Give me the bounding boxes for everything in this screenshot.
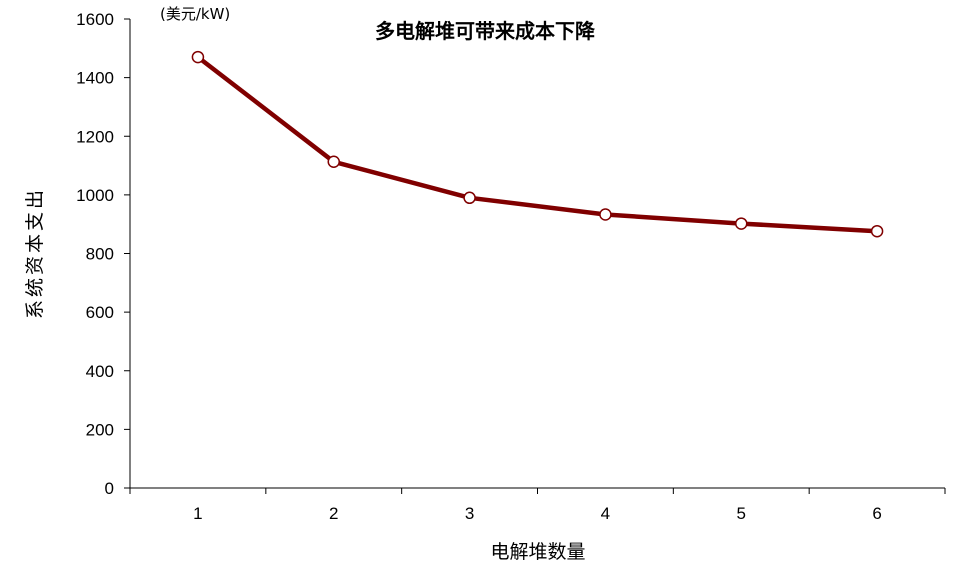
data-point — [463, 191, 476, 205]
data-point — [327, 155, 340, 169]
y-tick-label: 400 — [86, 362, 114, 381]
x-tick-label: 1 — [193, 504, 202, 523]
data-point — [735, 217, 748, 230]
y-tick-label: 600 — [86, 303, 114, 322]
series-line — [195, 54, 880, 234]
y-axis: 0 200 400 600 800 1000 1200 1400 1600 — [76, 10, 131, 498]
y-tick-label: 800 — [86, 245, 114, 264]
x-tick-label: 5 — [737, 504, 746, 523]
x-tick-label: 3 — [465, 504, 474, 523]
y-axis-title: 系统资本支出 — [24, 187, 46, 319]
series-layer — [191, 50, 884, 238]
y-tick-label: 0 — [105, 479, 114, 498]
y-tick-label: 1000 — [76, 186, 114, 205]
data-point — [191, 50, 205, 64]
x-axis-title: 电解堆数量 — [490, 541, 585, 563]
y-tick-label: 200 — [86, 420, 114, 439]
x-tick-label: 6 — [872, 504, 881, 523]
data-point — [599, 208, 612, 221]
y-tick-label: 1200 — [76, 127, 114, 146]
x-tick-label: 2 — [329, 504, 338, 523]
data-point — [870, 224, 884, 238]
y-tick-label: 1600 — [76, 10, 114, 29]
x-axis: 1 2 3 4 5 6 — [129, 487, 946, 523]
y-tick-label: 1400 — [76, 69, 114, 88]
chart-title: 多电解堆可带来成本下降 — [375, 19, 596, 43]
y-unit-label: (美元/kW) — [160, 5, 230, 23]
x-tick-label: 4 — [601, 504, 610, 523]
